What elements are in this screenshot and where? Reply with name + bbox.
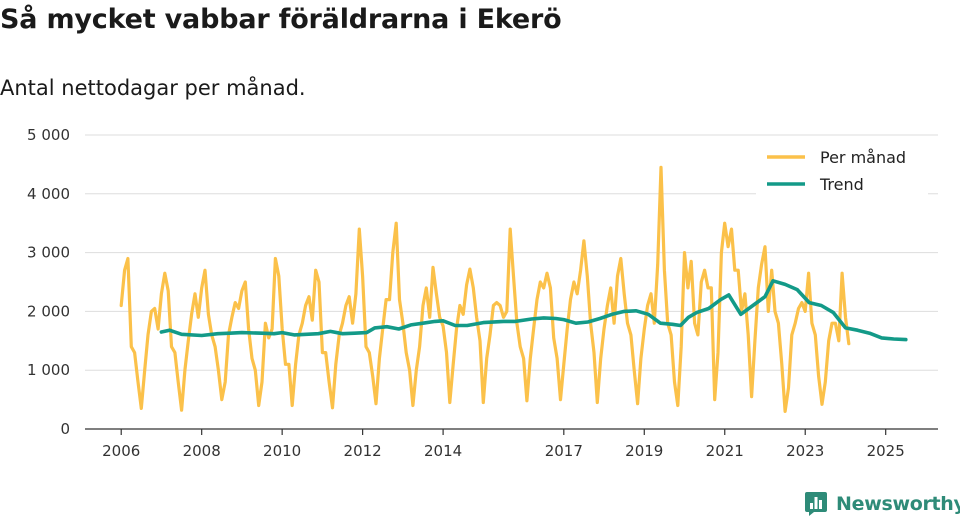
x-tick-label: 2023	[786, 442, 824, 460]
x-tick-label: 2012	[344, 442, 382, 460]
y-tick-label: 0	[60, 420, 70, 438]
y-tick-label: 4 000	[27, 185, 70, 203]
y-axis: 0 1 000 2 000 3 000 4 000 5 000	[27, 126, 70, 438]
legend-label: Per månad	[820, 148, 906, 167]
y-tick-label: 1 000	[27, 361, 70, 379]
x-tick-label: 2010	[263, 442, 301, 460]
x-tick-label: 2025	[867, 442, 905, 460]
series-lines	[119, 165, 908, 413]
brand-logo: Newsworthy	[804, 489, 960, 519]
x-tick-label: 2014	[424, 442, 462, 460]
legend: Per månad Trend	[756, 143, 928, 196]
y-tick-label: 2 000	[27, 302, 70, 320]
legend-background	[756, 143, 928, 196]
x-tick-label: 2017	[545, 442, 583, 460]
x-tick-label: 2021	[706, 442, 744, 460]
series-line-per-manad	[119, 165, 851, 413]
x-tick-label: 2006	[102, 442, 140, 460]
brand-name: Newsworthy	[836, 493, 960, 515]
bar-chart-badge-icon	[805, 492, 827, 516]
x-tick-label: 2019	[625, 442, 663, 460]
x-tick-label: 2008	[183, 442, 221, 460]
chart-subtitle: Antal nettodagar per månad.	[0, 76, 306, 100]
y-tick-label: 3 000	[27, 244, 70, 262]
x-axis: 2006 2008 2010 2012 2014 2017 2019 2021 2023 2025	[85, 428, 938, 460]
series-line-trend	[159, 279, 908, 342]
y-tick-label: 5 000	[27, 126, 70, 144]
legend-label: Trend	[819, 175, 864, 194]
chart-title: Så mycket vabbar föräldrarna i Ekerö	[0, 4, 562, 35]
